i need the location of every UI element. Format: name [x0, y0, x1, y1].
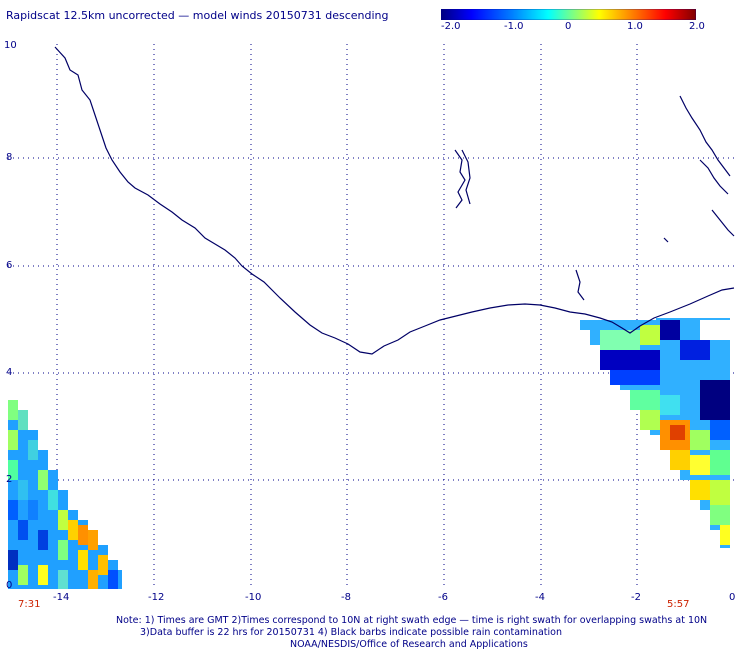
colorbar-tick-label: -2.0 [441, 21, 461, 32]
y-tick-label: 8 [6, 152, 12, 163]
colorbar-tick-label: -1.0 [504, 21, 524, 32]
x-tick-label: -12 [148, 592, 164, 603]
x-tick-label: -2 [631, 592, 641, 603]
colorbar-tick-label: 0 [565, 21, 572, 32]
note-line-2: 3)Data buffer is 22 hrs for 20150731 4) … [140, 627, 562, 638]
note-line-1: Note: 1) Times are GMT 2)Times correspon… [116, 615, 708, 626]
right-wind-swath [580, 318, 730, 548]
y-tick-label: 0 [6, 580, 12, 591]
coastline [54, 46, 735, 355]
left-swath-time: 7:31 [18, 599, 41, 610]
grid-lines [8, 44, 734, 586]
colorbar-tick-label: 1.0 [627, 21, 643, 32]
x-tick-label: -8 [341, 592, 351, 603]
y-tick-label: 4 [6, 367, 12, 378]
colorbar-tick-label: 2.0 [689, 21, 705, 32]
x-tick-label: -14 [53, 592, 69, 603]
y-tick-label: 10 [4, 40, 17, 51]
x-tick-label: -4 [535, 592, 545, 603]
right-swath-time: 5:57 [667, 599, 690, 610]
colorbar [441, 9, 696, 20]
map-title: Rapidscat 12.5km uncorrected — model win… [6, 9, 389, 22]
y-tick-label: 6 [6, 260, 12, 271]
wind-map: -14 -12 -10 -8 -6 -4 -2 0 0 2 4 6 8 10 [4, 40, 735, 603]
x-tick-label: -6 [438, 592, 448, 603]
x-tick-label: -10 [245, 592, 261, 603]
left-wind-swath [8, 400, 122, 589]
note-line-3: NOAA/NESDIS/Office of Research and Appli… [290, 639, 528, 650]
x-tick-label: 0 [729, 592, 735, 603]
y-tick-label: 2 [6, 474, 12, 485]
